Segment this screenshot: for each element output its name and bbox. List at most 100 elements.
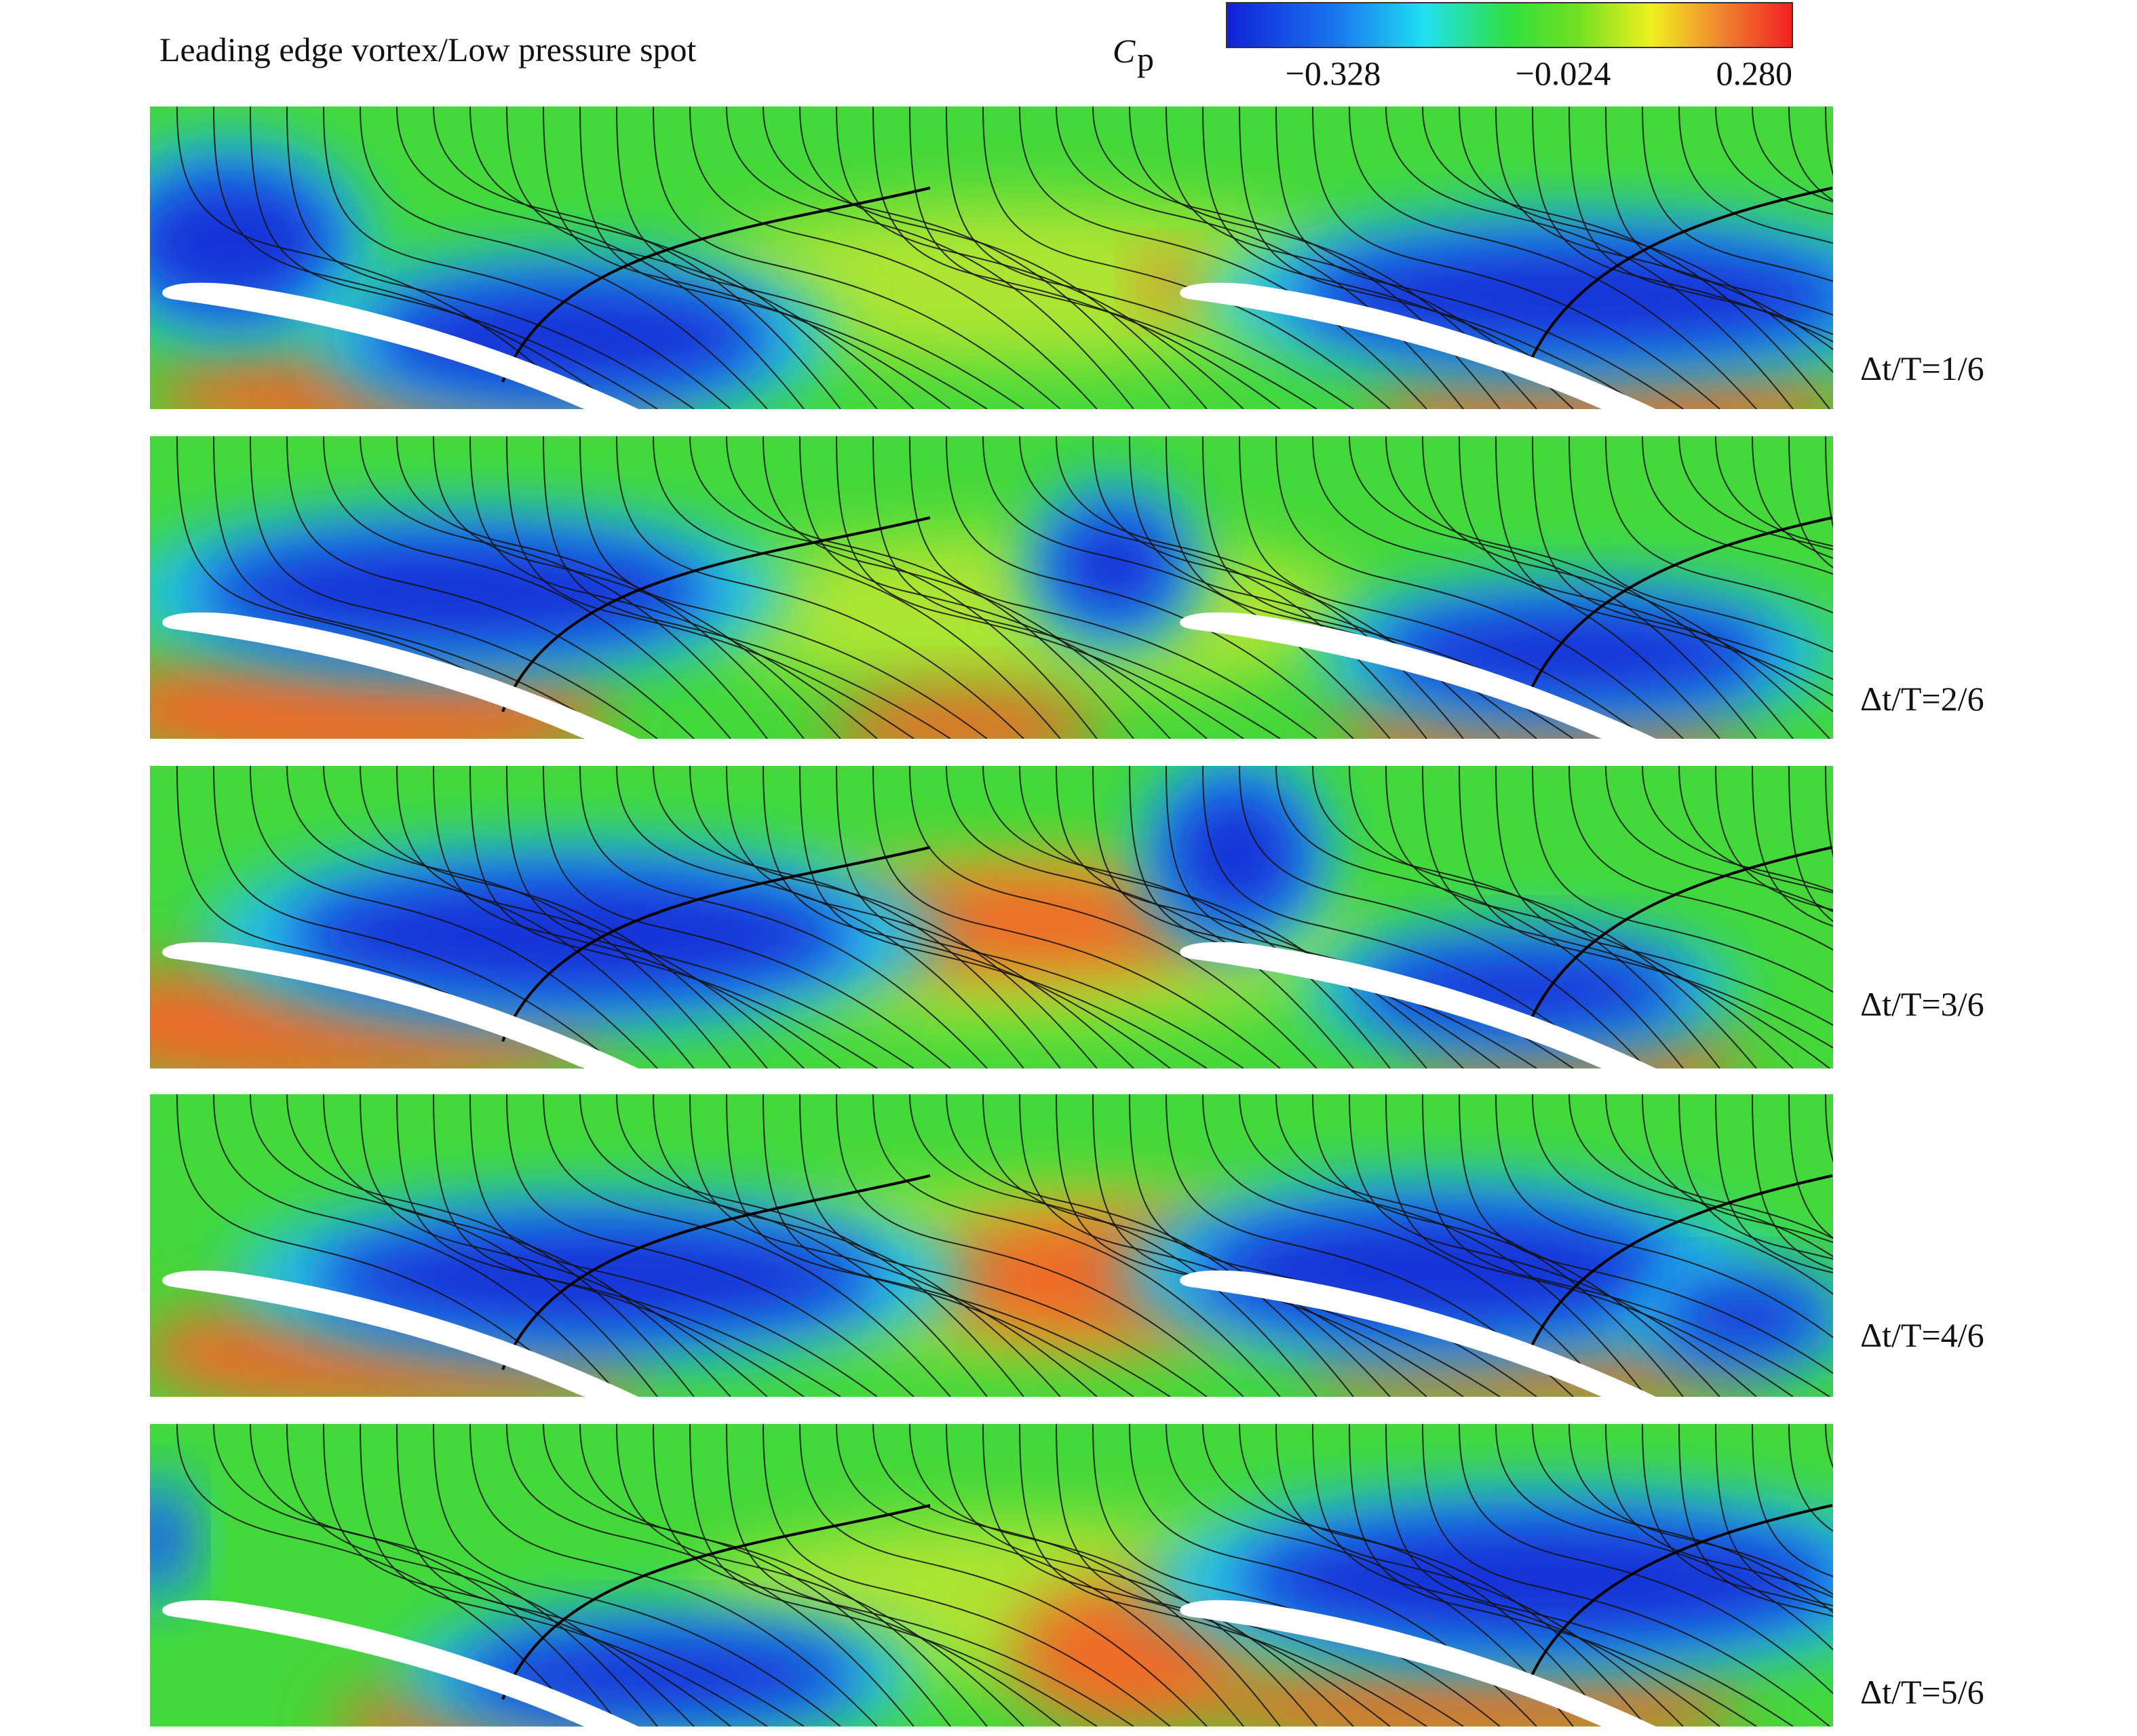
- streamline: [1129, 1424, 1537, 1727]
- streamline: [213, 766, 621, 1068]
- streamline: [1459, 436, 1833, 713]
- yellow-zone: [693, 201, 1371, 364]
- streamline: [1459, 1424, 1833, 1695]
- panel-content: [150, 1424, 1833, 1727]
- streamline: [1788, 1424, 1833, 1532]
- streamline: [286, 1424, 695, 1727]
- streamline: [1056, 1094, 1464, 1397]
- streamline: [433, 436, 841, 739]
- streamline: [653, 1424, 1061, 1727]
- streamline: [506, 436, 915, 739]
- streamline: [982, 107, 1391, 409]
- streamline: [1275, 436, 1684, 739]
- low-pressure: [150, 1492, 184, 1587]
- panel-label: Δt/T=4/6: [1860, 1316, 1984, 1354]
- streamline: [1422, 1424, 1830, 1727]
- streamline: [1385, 766, 1794, 1068]
- streamline: [689, 1094, 1098, 1397]
- streamline: [433, 766, 841, 1068]
- streamline: [616, 436, 1024, 739]
- colorbar-subscript: p: [1137, 40, 1154, 78]
- streamline: [323, 766, 731, 1068]
- streamline: [1825, 766, 1833, 858]
- streamline: [250, 766, 658, 1068]
- streamline: [1788, 107, 1833, 201]
- streamline: [1752, 1094, 1833, 1270]
- streamline: [286, 436, 695, 739]
- streamline: [543, 1094, 951, 1397]
- airfoil: [1180, 282, 1656, 409]
- streamline: [1605, 1094, 1833, 1239]
- streamline: [726, 1424, 1134, 1727]
- streamline: [653, 436, 1061, 739]
- streamline: [909, 107, 1317, 409]
- streamline: [1459, 766, 1833, 1049]
- streamline: [1019, 1424, 1427, 1727]
- streamline: [1312, 436, 1720, 739]
- shear-layer: [501, 516, 931, 712]
- streamline: [689, 107, 1098, 409]
- streamline: [1019, 1094, 1427, 1397]
- shear-layer: [501, 1504, 931, 1700]
- streamline: [250, 1424, 658, 1727]
- airfoil: [162, 282, 638, 409]
- streamline: [1056, 1424, 1464, 1727]
- streamline: [1568, 766, 1833, 951]
- streamline: [1202, 1094, 1611, 1397]
- streamline: [1422, 766, 1830, 1068]
- streamline: [763, 1094, 1171, 1397]
- streamline: [1678, 107, 1833, 244]
- shear-layer: [501, 1174, 931, 1370]
- streamline: [323, 107, 731, 409]
- shear-layer: [501, 846, 931, 1042]
- panel-label: Δt/T=3/6: [1860, 985, 1984, 1023]
- streamline: [872, 766, 1281, 1068]
- low-pressure: [1045, 504, 1181, 626]
- streamline: [1312, 766, 1720, 1068]
- streamline: [1312, 107, 1720, 409]
- streamline: [1532, 436, 1833, 680]
- streamline: [1715, 436, 1833, 547]
- shear-layer: [1526, 187, 1833, 369]
- streamline: [1275, 107, 1684, 409]
- streamline: [1312, 1094, 1720, 1397]
- streamline: [946, 107, 1354, 409]
- streamline: [1349, 1094, 1757, 1397]
- streamline: [1752, 1424, 1833, 1577]
- streamline: [1605, 436, 1833, 614]
- streamline: [1788, 766, 1833, 923]
- streamline: [1166, 1094, 1574, 1397]
- low-pressure: [367, 276, 774, 398]
- streamline: [836, 766, 1244, 1068]
- streamline: [799, 1424, 1208, 1727]
- streamline: [360, 766, 768, 1068]
- streamline: [1349, 766, 1757, 1068]
- flow-panel: [150, 436, 1833, 739]
- streamline: [1092, 107, 1501, 409]
- streamline: [1642, 1094, 1833, 1243]
- panel-content: [150, 436, 1833, 739]
- streamline: [1312, 1424, 1720, 1727]
- streamline: [763, 436, 1171, 739]
- streamline: [836, 107, 1244, 409]
- streamline: [213, 1094, 621, 1397]
- panel-label: Δt/T=2/6: [1860, 680, 1984, 718]
- colorbar: [1226, 2, 1793, 48]
- flow-panel: [150, 107, 1833, 409]
- streamline: [1385, 107, 1794, 409]
- streamline: [1166, 107, 1574, 409]
- streamline: [1642, 436, 1833, 575]
- panels: [150, 107, 1833, 1727]
- colorbar-tick-label: 0.280: [1716, 54, 1793, 92]
- low-pressure: [313, 1216, 883, 1338]
- panel-content: [150, 107, 1833, 409]
- streamline: [579, 766, 988, 1068]
- airfoil: [1180, 942, 1656, 1068]
- streamline: [543, 436, 951, 739]
- streamline: [360, 1094, 768, 1397]
- airfoil: [162, 1270, 638, 1397]
- streamline: [1752, 436, 1833, 559]
- streamline: [1385, 1094, 1794, 1397]
- streamline: [946, 766, 1354, 1068]
